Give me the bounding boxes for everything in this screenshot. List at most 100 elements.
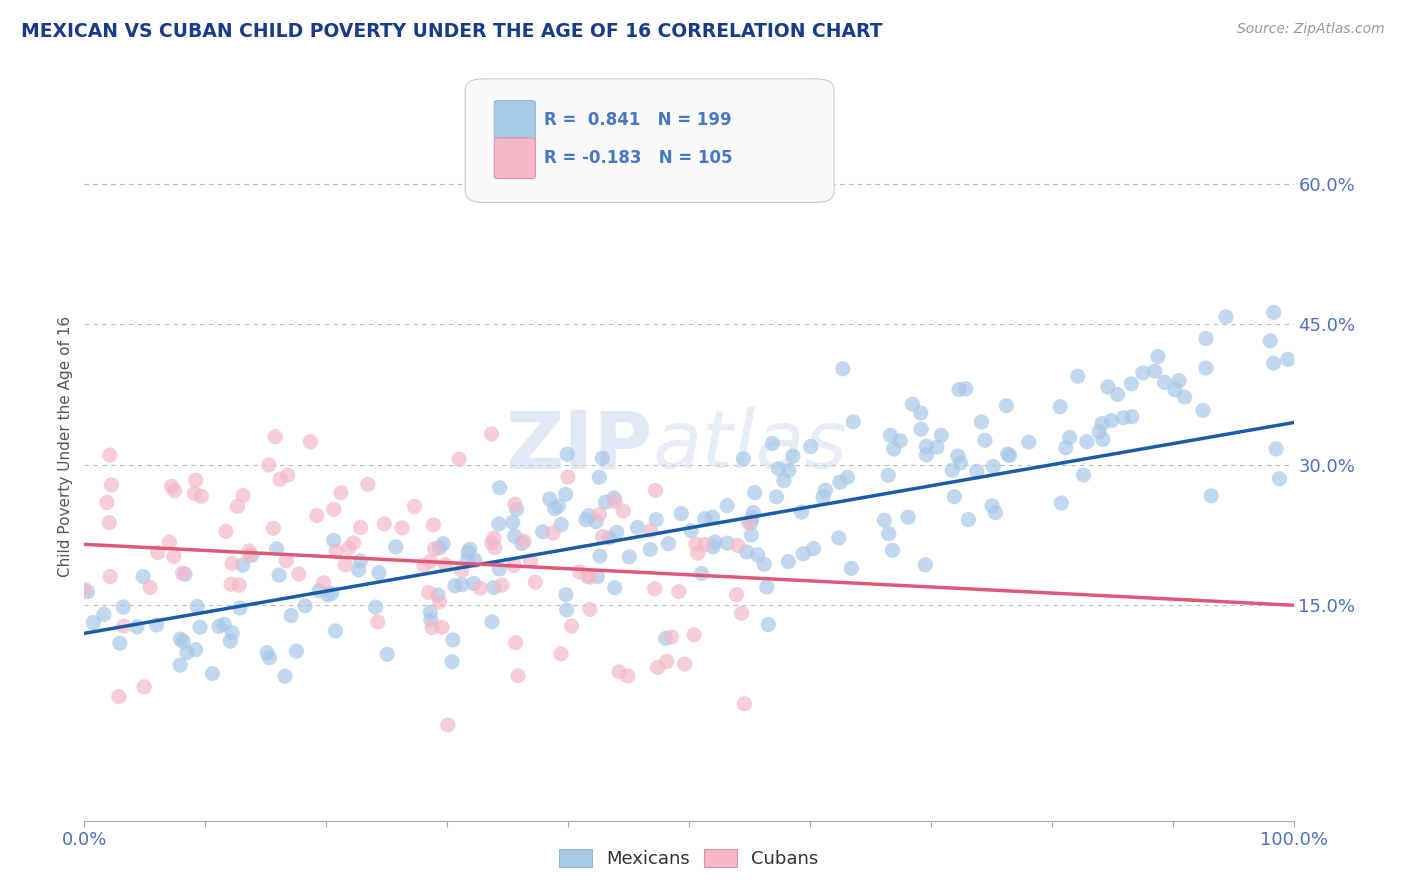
Point — [288, 567, 311, 582]
Y-axis label: Child Poverty Under the Age of 16: Child Poverty Under the Age of 16 — [58, 316, 73, 576]
Point — [274, 554, 297, 568]
Point — [232, 488, 254, 502]
Point — [163, 483, 186, 498]
Point — [457, 545, 479, 559]
Text: R =  0.841   N = 199: R = 0.841 N = 199 — [544, 112, 731, 129]
Point — [598, 531, 620, 545]
Point — [432, 537, 454, 551]
Point — [683, 628, 706, 642]
Point — [925, 440, 948, 454]
Point — [755, 580, 778, 594]
Point — [747, 548, 769, 562]
Point — [312, 575, 335, 590]
Point — [506, 669, 529, 683]
Point — [373, 516, 395, 531]
Point — [347, 563, 370, 577]
Point — [450, 564, 472, 578]
Point — [550, 517, 572, 532]
Point — [1018, 435, 1040, 450]
Point — [264, 430, 287, 444]
Point — [981, 459, 1004, 474]
Point — [910, 422, 932, 436]
Point — [737, 516, 759, 530]
Point — [1263, 356, 1285, 370]
Point — [342, 536, 364, 550]
Point — [256, 646, 278, 660]
Point — [1199, 489, 1222, 503]
Point — [441, 655, 464, 669]
Point — [1121, 409, 1143, 424]
Point — [132, 680, 155, 694]
Point — [429, 541, 451, 555]
Point — [756, 617, 779, 632]
Point — [503, 529, 526, 543]
Text: R = -0.183   N = 105: R = -0.183 N = 105 — [544, 149, 733, 167]
Point — [423, 541, 446, 556]
Point — [640, 524, 662, 538]
Point — [901, 397, 924, 411]
Point — [449, 452, 471, 467]
FancyBboxPatch shape — [495, 138, 536, 178]
Point — [427, 588, 450, 602]
Point — [792, 547, 814, 561]
Point — [269, 568, 291, 582]
Point — [139, 580, 162, 594]
Point — [842, 415, 865, 429]
Point — [733, 697, 755, 711]
Point — [974, 434, 997, 448]
Point — [647, 660, 669, 674]
Point — [391, 521, 413, 535]
Point — [1107, 387, 1129, 401]
Point — [266, 541, 288, 556]
Point — [277, 468, 299, 483]
Point — [949, 456, 972, 470]
Point — [505, 502, 527, 516]
Point — [1268, 472, 1291, 486]
Point — [488, 481, 510, 495]
Point — [451, 577, 474, 591]
Point — [502, 516, 524, 530]
Point — [491, 578, 513, 592]
Point — [946, 449, 969, 463]
Point — [603, 581, 626, 595]
Point — [1091, 417, 1114, 431]
Text: atlas: atlas — [652, 407, 848, 485]
Point — [915, 439, 938, 453]
Point — [554, 487, 576, 501]
Point — [519, 554, 541, 568]
Point — [727, 539, 749, 553]
Point — [468, 581, 491, 595]
Point — [550, 647, 572, 661]
Point — [765, 490, 787, 504]
Point — [458, 542, 481, 557]
Point — [588, 507, 610, 521]
Point — [725, 588, 748, 602]
Point — [419, 605, 441, 619]
Point — [578, 508, 600, 523]
Point — [305, 508, 328, 523]
Point — [1073, 467, 1095, 482]
Point — [1121, 376, 1143, 391]
Point — [441, 632, 464, 647]
Point — [132, 569, 155, 583]
Point — [524, 575, 547, 590]
Point — [561, 619, 583, 633]
Point — [229, 601, 252, 615]
Point — [555, 447, 578, 461]
Point — [221, 625, 243, 640]
Point — [730, 606, 752, 620]
Point — [1263, 305, 1285, 319]
Point — [811, 490, 834, 504]
Point — [172, 566, 194, 580]
Point — [269, 472, 291, 486]
Point — [741, 510, 763, 524]
Point — [915, 448, 938, 462]
Point — [96, 495, 118, 509]
Point — [645, 513, 668, 527]
Point — [1059, 430, 1081, 444]
Point — [1132, 366, 1154, 380]
Point — [188, 620, 211, 634]
Point — [543, 501, 565, 516]
Point — [588, 470, 610, 484]
Point — [98, 569, 121, 583]
